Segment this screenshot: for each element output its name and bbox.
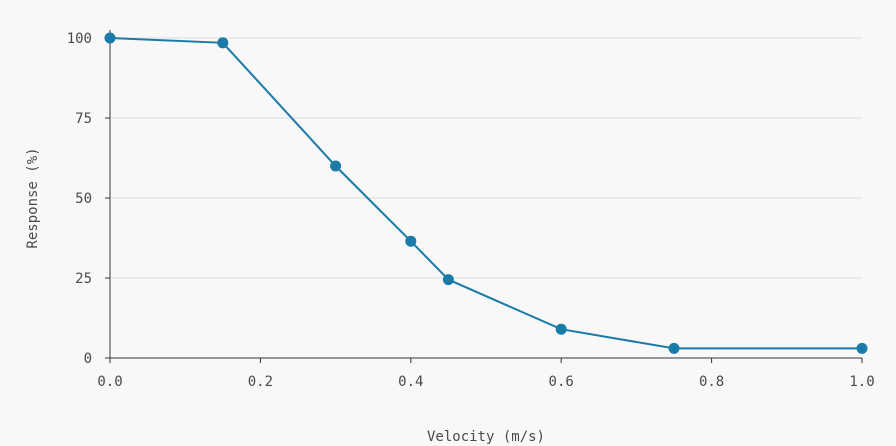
data-point <box>442 274 454 286</box>
x-tick-label: 0.4 <box>398 374 423 390</box>
x-axis-title: Velocity (m/s) <box>427 429 545 445</box>
y-tick-label: 100 <box>67 31 92 47</box>
data-point <box>330 160 342 172</box>
axis-layer <box>109 30 862 359</box>
series-layer <box>104 32 868 354</box>
series-line <box>109 37 862 350</box>
y-axis-title: Response (%) <box>25 147 41 248</box>
data-point <box>555 323 567 335</box>
data-point <box>668 342 680 354</box>
tick-layer: 0.0 0.2 0.4 0.6 0.8 1.0 0 25 50 75 100 <box>67 31 875 390</box>
y-tick-label: 50 <box>75 191 92 207</box>
data-point <box>405 235 417 247</box>
y-tick-label: 0 <box>84 351 92 367</box>
data-point <box>217 37 229 49</box>
x-tick-label: 0.8 <box>699 374 724 390</box>
x-tick-label: 1.0 <box>849 374 874 390</box>
grid-layer <box>110 37 862 279</box>
x-tick-label: 0.0 <box>97 374 122 390</box>
data-point <box>104 32 116 44</box>
x-tick-label: 0.2 <box>248 374 273 390</box>
y-tick-label: 75 <box>75 111 92 127</box>
y-tick-label: 25 <box>75 271 92 287</box>
data-point <box>856 342 868 354</box>
x-tick-label: 0.6 <box>549 374 574 390</box>
